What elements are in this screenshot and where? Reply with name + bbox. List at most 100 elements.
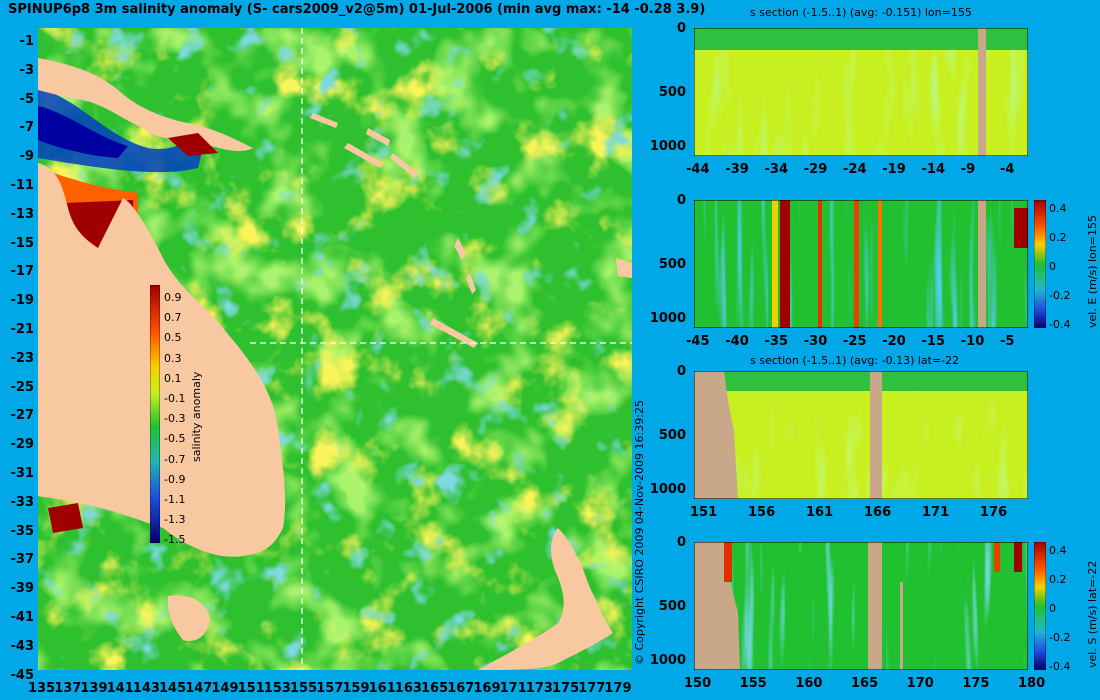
land-papua-new-guinea	[38, 58, 253, 151]
map-colorbar	[150, 285, 160, 543]
map-colorbar-label: salinity anomaly	[190, 371, 203, 462]
p2-colorbar-tick: 0.2	[1049, 231, 1067, 244]
p4-colorbar-tick: 0	[1049, 602, 1056, 615]
map-lat-tick: -1	[19, 34, 34, 49]
p3-ytick: 1000	[649, 482, 686, 497]
map-lon-tick: 145	[159, 681, 187, 696]
page-title: SPINUP6p8 3m salinity anomaly (S- cars20…	[8, 2, 706, 17]
p1-xtick: -19	[882, 162, 906, 177]
map-lon-tick: 177	[578, 681, 606, 696]
p2-ytick: 1000	[649, 311, 686, 326]
map-lon-tick: 159	[342, 681, 370, 696]
map-lat-tick: -45	[10, 667, 35, 683]
p3-xtick: 156	[748, 505, 776, 520]
p2-colorbar-tick: -0.4	[1049, 318, 1071, 331]
panel2-colorbar-label: vel. E (m/s) lon=155	[1086, 215, 1099, 328]
land-new-caledonia	[430, 318, 478, 348]
p1-xtick: -4	[1000, 162, 1015, 177]
map-lat-tick: -15	[10, 235, 35, 251]
p4-colorbar-tick: -0.4	[1049, 660, 1071, 673]
p4-ytick: 1000	[649, 653, 686, 668]
map-colorbar-tick: 0.7	[164, 311, 182, 325]
map-colorbar-tick: -1.3	[164, 513, 186, 527]
p4-xtick: 155	[739, 676, 767, 691]
map-lon-tick: 155	[290, 681, 318, 696]
map-lat-tick: -35	[10, 523, 35, 539]
p2-xtick: -5	[1000, 334, 1015, 349]
map-lon-tick: 143	[132, 681, 160, 696]
panel2-plot[interactable]	[694, 200, 1028, 328]
map-colorbar-tick: -1.5	[164, 533, 186, 547]
map-lon-tick: 147	[185, 681, 213, 696]
p4-xtick: 180	[1018, 676, 1046, 691]
p1-ytick: 500	[658, 85, 686, 100]
map-lat-tick: -25	[10, 379, 35, 395]
p2-colorbar-tick: 0.4	[1049, 202, 1067, 215]
map-lat-tick: -33	[10, 494, 35, 510]
map-lat-tick: -5	[19, 91, 34, 107]
map-lat-tick: -27	[10, 408, 35, 424]
map-colorbar-tick: -0.9	[164, 472, 186, 486]
p4-colorbar-tick: -0.2	[1049, 631, 1071, 644]
p4-xtick: 160	[795, 676, 823, 691]
map-lat-tick: -29	[10, 437, 35, 453]
salinity-map-canvas	[38, 28, 632, 670]
map-lat-tick: -11	[10, 178, 35, 193]
map-lon-tick: 141	[106, 681, 134, 696]
p4-xtick: 165	[851, 676, 879, 691]
map-colorbar-tick: 0.5	[164, 331, 182, 345]
land-australia	[38, 163, 286, 557]
salinity-map[interactable]	[38, 28, 632, 670]
map-lat-tick: -13	[10, 206, 35, 222]
p2-xtick: -20	[882, 334, 906, 349]
p1-xtick: -34	[764, 162, 789, 177]
map-lon-tick: 135	[28, 681, 56, 696]
map-lon-tick: 139	[80, 681, 108, 696]
p3-xtick: 176	[980, 505, 1008, 520]
p2-xtick: -45	[686, 334, 710, 349]
map-lat-tick: -19	[10, 293, 35, 309]
map-lat-tick: -43	[10, 638, 35, 654]
map-lon-tick: 149	[211, 681, 239, 696]
p3-xtick: 161	[806, 505, 834, 520]
p1-xtick: -14	[921, 162, 946, 177]
panel4-plot[interactable]	[694, 542, 1028, 670]
p1-xtick: -9	[960, 162, 976, 177]
p4-xtick: 170	[906, 676, 934, 691]
panel3-title: s section (-1.5..1) (avg: -0.13) lat=-22	[750, 354, 960, 367]
map-lat-tick: -37	[10, 552, 35, 568]
p1-ytick: 1000	[649, 139, 686, 154]
map-lon-tick: 173	[525, 681, 553, 696]
map-lon-tick: 153	[263, 681, 291, 696]
map-lat-tick: -3	[19, 62, 34, 78]
panel2-colorbar	[1034, 200, 1046, 328]
p3-xtick: 166	[864, 505, 892, 520]
land-tasmania	[167, 595, 210, 642]
map-lon-tick: 157	[316, 681, 344, 696]
panel1-plot[interactable]	[694, 28, 1028, 156]
map-lon-tick: 171	[499, 681, 527, 696]
p1-xtick: -24	[843, 162, 867, 177]
map-lon-tick: 175	[552, 681, 580, 696]
map-lat-tick: -21	[10, 322, 35, 337]
panel3-plot[interactable]	[694, 371, 1028, 499]
map-lon-tick: 167	[447, 681, 475, 696]
p1-xtick: -39	[725, 162, 749, 177]
map-lat-tick: -41	[10, 610, 35, 625]
map-colorbar-tick: -0.7	[164, 452, 186, 466]
p3-xtick: 151	[690, 505, 718, 520]
p4-colorbar-tick: 0.2	[1049, 573, 1067, 586]
map-lat-tick: -7	[19, 120, 34, 136]
map-colorbar-tick: 0.3	[164, 351, 182, 365]
p1-xtick: -44	[686, 162, 710, 177]
p2-xtick: -40	[725, 334, 749, 349]
p2-xtick: -10	[960, 334, 985, 349]
panel4-colorbar-label: vel. S (m/s) lat=-22	[1086, 560, 1099, 668]
map-lat-tick: -23	[10, 350, 35, 366]
panel4-colorbar	[1034, 542, 1046, 670]
map-lon-tick: 161	[368, 681, 396, 696]
p2-xtick: -15	[921, 334, 946, 349]
p1-ytick: 0	[676, 21, 686, 36]
map-colorbar-tick: -0.1	[164, 392, 186, 405]
p2-xtick: -25	[843, 334, 867, 349]
